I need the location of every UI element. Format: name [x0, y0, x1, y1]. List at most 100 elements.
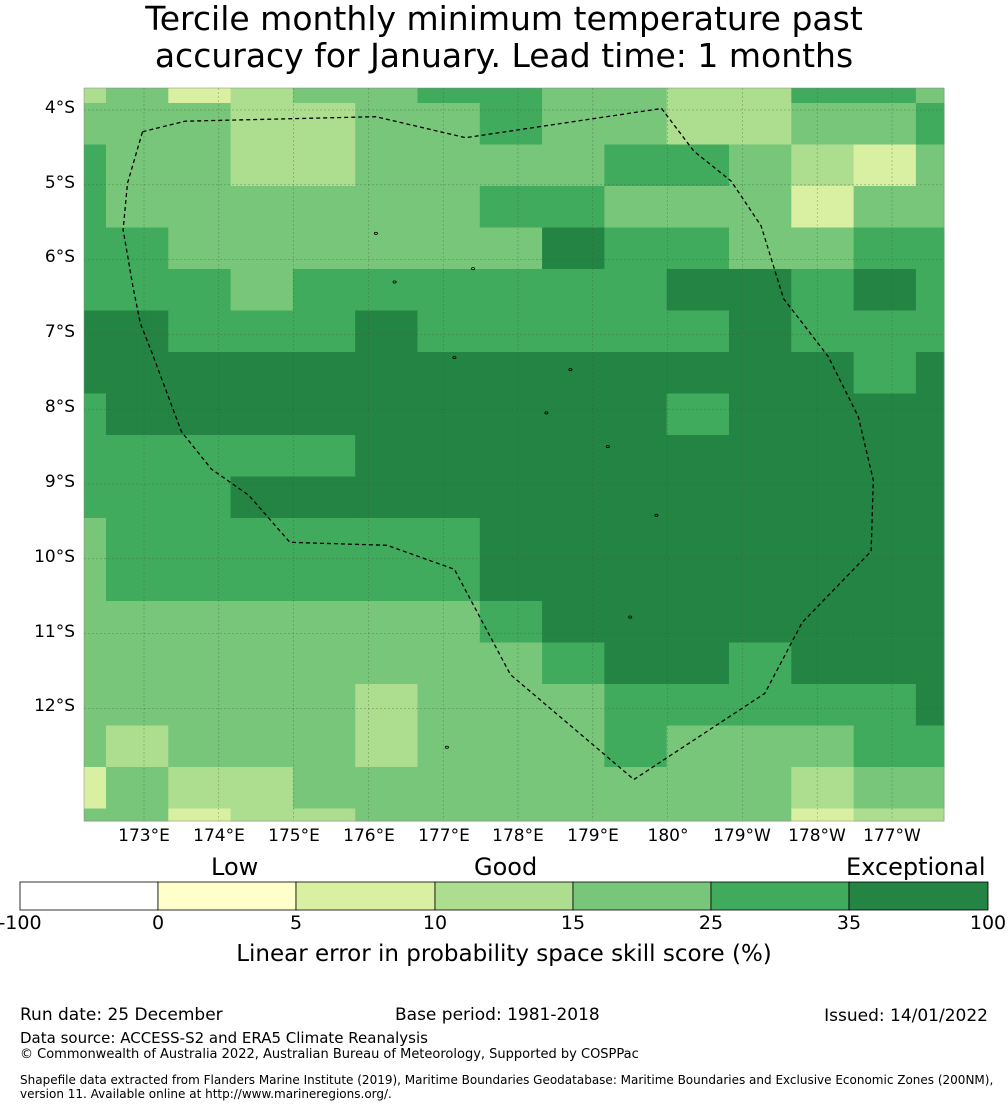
grid-cell: [417, 725, 481, 768]
islet: [544, 411, 549, 415]
grid-cell: [292, 227, 356, 270]
grid-cell: [853, 808, 917, 822]
grid-cell: [230, 88, 294, 104]
grid-cell: [417, 559, 481, 602]
grid-cell: [230, 767, 294, 809]
lon-label: 174°E: [193, 826, 245, 846]
grid-cell: [604, 393, 668, 436]
grid-cell: [84, 435, 107, 477]
islet: [452, 356, 457, 360]
grid-cell: [230, 393, 294, 436]
grid-cell: [355, 601, 418, 643]
category-exceptional: Exceptional: [846, 853, 986, 881]
grid-cell: [604, 684, 668, 726]
grid-cell: [417, 352, 481, 394]
base-period: Base period: 1981-2018: [395, 1005, 600, 1025]
grid-cell: [729, 518, 792, 560]
islet: [444, 745, 449, 749]
colorbar-tick: 5: [289, 912, 303, 934]
grid-cell: [853, 269, 917, 311]
grid-cell: [729, 393, 792, 436]
eez-boundary: [122, 107, 874, 781]
grid-cell: [106, 435, 169, 477]
grid-cell: [791, 684, 855, 726]
title-line-1: Tercile monthly minimum temperature past: [145, 0, 863, 38]
grid-cell: [604, 88, 668, 104]
colorbar-segment: [434, 881, 574, 911]
grid-cell: [479, 435, 543, 477]
colorbar-tick: 10: [422, 912, 448, 934]
grid-cell: [915, 559, 945, 602]
grid-cell: [479, 144, 543, 187]
grid-cell: [791, 393, 855, 436]
grid-cell: [915, 310, 945, 353]
grid-cell: [417, 310, 481, 353]
grid-cell: [84, 767, 107, 809]
grid-cell: [853, 642, 917, 685]
grid-cell: [168, 310, 232, 353]
grid-cell: [417, 144, 481, 187]
grid-cell: [168, 88, 232, 104]
grid-cell: [479, 518, 543, 560]
grid-cell: [729, 808, 792, 822]
grid-cell: [292, 144, 356, 187]
grid-cell: [355, 88, 418, 104]
grid-cell: [666, 269, 730, 311]
grid-cell: [417, 186, 481, 228]
colorbar-tick: 35: [836, 912, 862, 934]
grid-cell: [168, 518, 232, 560]
grid-cell: [292, 393, 356, 436]
grid-cell: [666, 808, 730, 822]
grid-cell: [604, 476, 668, 519]
category-low: Low: [211, 853, 259, 881]
grid-cell: [729, 725, 792, 768]
grid-cell: [84, 559, 107, 602]
lon-label: 175°E: [268, 826, 320, 846]
grid-cell: [355, 725, 418, 768]
grid-cell: [106, 88, 169, 104]
grid-cell: [292, 518, 356, 560]
grid-cell: [915, 435, 945, 477]
islet: [392, 280, 397, 284]
lat-label: 8°S: [44, 397, 75, 417]
grid-cell: [479, 684, 543, 726]
grid-cell: [168, 684, 232, 726]
grid-cell: [729, 684, 792, 726]
grid-cell: [106, 642, 169, 685]
grid-cell: [604, 269, 668, 311]
grid-cell: [230, 559, 294, 602]
grid-cell: [542, 310, 605, 353]
grid-cell: [791, 767, 855, 809]
grid-cell: [666, 518, 730, 560]
grid-cell: [230, 310, 294, 353]
colorbar-segment: [710, 881, 850, 911]
grid-cell: [604, 144, 668, 187]
grid-cell: [479, 476, 543, 519]
grid-cell: [604, 227, 668, 270]
grid-cells: [84, 88, 945, 822]
grid-cell: [84, 88, 107, 104]
colorbar-tick: 0: [151, 912, 165, 934]
grid-cell: [791, 808, 855, 822]
graticule: [84, 88, 944, 821]
grid-cell: [729, 227, 792, 270]
grid-cell: [230, 186, 294, 228]
grid-cell: [292, 725, 356, 768]
grid-cell: [479, 767, 543, 809]
grid-cell: [853, 144, 917, 187]
data-source: Data source: ACCESS-S2 and ERA5 Climate …: [20, 1029, 428, 1047]
lat-label: 9°S: [44, 472, 75, 492]
lon-label: 179°W: [713, 826, 771, 846]
colorbar-segment: [848, 881, 989, 911]
grid-cell: [479, 601, 543, 643]
grid-cell: [230, 269, 294, 311]
grid-cell: [479, 725, 543, 768]
colorbar-tick: 15: [560, 912, 586, 934]
grid-cell: [853, 725, 917, 768]
grid-cell: [230, 808, 294, 822]
grid-cell: [915, 186, 945, 228]
grid-cell: [168, 559, 232, 602]
grid-cell: [106, 144, 169, 187]
grid-cell: [666, 684, 730, 726]
grid-cell: [230, 725, 294, 768]
